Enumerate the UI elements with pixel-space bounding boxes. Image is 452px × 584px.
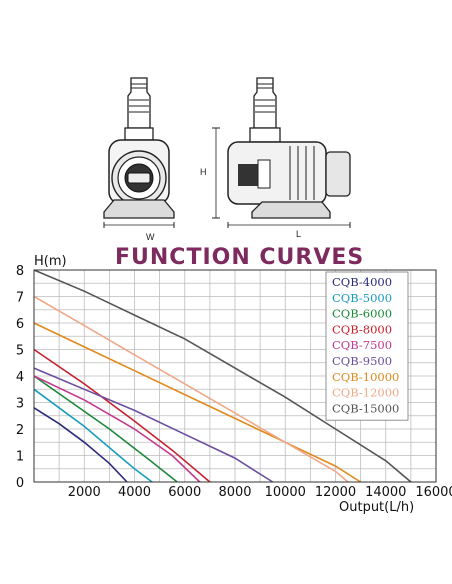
- y-tick-label: 6: [16, 317, 24, 332]
- legend-entry-cqb-4000: CQB-4000: [332, 275, 392, 289]
- y-tick-label: 0: [16, 476, 24, 491]
- x-tick-label: 6000: [168, 485, 201, 500]
- x-tick-label: 4000: [118, 485, 151, 500]
- series-line-cqb-15000: [33, 269, 412, 483]
- series-line-cqb-10000: [33, 322, 362, 483]
- series-line-cqb-6000: [33, 375, 178, 483]
- y-tick-labels: 0 1 2 3 4 5 6 7 8: [16, 264, 24, 491]
- y-tick-label: 5: [16, 344, 24, 359]
- series-line-cqb-9500: [33, 367, 274, 483]
- y-tick-label: 2: [16, 423, 24, 438]
- legend-box: [325, 271, 409, 421]
- x-tick-label: 10000: [265, 485, 306, 500]
- legend-entry-cqb-12000: CQB-12000: [332, 386, 399, 400]
- series-line-cqb-7500: [33, 375, 201, 483]
- y-tick-label: 3: [16, 397, 24, 412]
- x-tick-label: 12000: [315, 485, 356, 500]
- legend-entry-cqb-10000: CQB-10000: [332, 370, 399, 384]
- width-dimension-label: W: [146, 232, 155, 242]
- y-tick-label: 1: [16, 450, 24, 465]
- legend-entry-cqb-6000: CQB-6000: [332, 307, 392, 321]
- x-axis-title: Output(L/h): [339, 500, 414, 515]
- height-dimension-label: H: [200, 167, 207, 177]
- series-line-cqb-4000: [33, 407, 128, 483]
- legend-entry-cqb-7500: CQB-7500: [332, 338, 392, 352]
- chart-curves: [33, 269, 412, 483]
- y-tick-label: 8: [16, 264, 24, 279]
- chart-title: FUNCTION CURVES: [115, 245, 364, 270]
- pump-front-view: W: [103, 77, 175, 242]
- series-line-cqb-5000: [33, 388, 153, 483]
- series-line-cqb-8000: [33, 348, 211, 483]
- length-dimension-label: L: [296, 229, 301, 239]
- y-tick-label: 4: [16, 370, 24, 385]
- series-line-cqb-12000: [33, 295, 349, 483]
- pump-side-view: H L: [200, 77, 351, 239]
- x-tick-label: 8000: [218, 485, 251, 500]
- legend-entry-cqb-5000: CQB-5000: [332, 291, 392, 305]
- x-tick-label: 2000: [68, 485, 101, 500]
- y-tick-label: 7: [16, 291, 24, 306]
- x-tick-label: 14000: [365, 485, 406, 500]
- legend-entry-cqb-9500: CQB-9500: [332, 354, 392, 368]
- legend-entry-cqb-8000: CQB-8000: [332, 322, 392, 336]
- y-axis-title: H(m): [34, 254, 67, 269]
- plot-frame: [33, 269, 437, 483]
- legend-entry-cqb-15000: CQB-15000: [332, 401, 399, 415]
